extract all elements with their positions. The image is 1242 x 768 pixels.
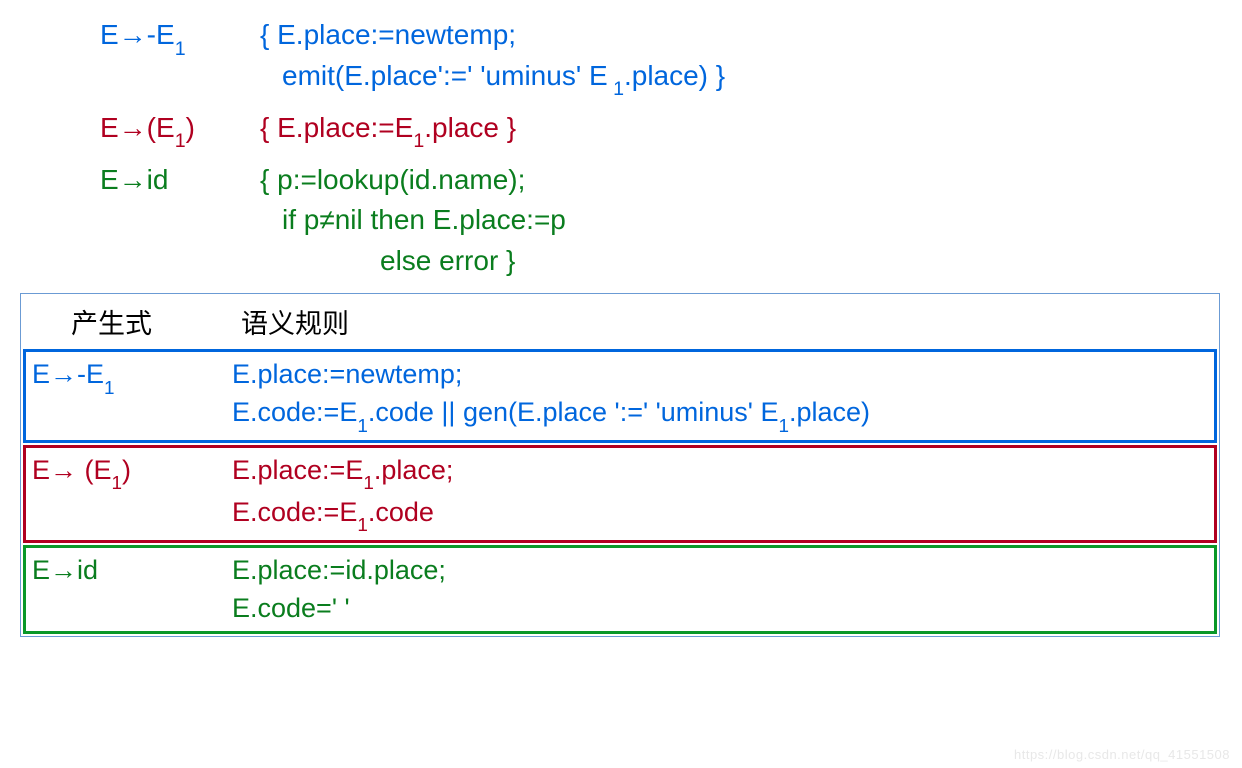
table-row-2-line-2: E.code:=E1.code <box>232 494 1208 536</box>
top-rules-section: E→-E1 { E.place:=newtemp; emit(E.place':… <box>20 10 1222 281</box>
table-row-3-line-1: E.place:=id.place; <box>232 552 1208 590</box>
rule-1-rhs-line-1: { E.place:=newtemp; <box>260 15 1222 56</box>
rule-3-rhs-line-1: { p:=lookup(id.name); <box>260 160 1222 201</box>
table-header-row: 产生式 语义规则 <box>21 294 1219 349</box>
table-row-1-production: E→-E1 <box>32 356 232 436</box>
rule-3-rhs-line-2: if p≠nil then E.place:=p <box>260 200 1222 241</box>
rule-2-lhs-sub: 1 <box>175 130 186 152</box>
table-row-2-line-1: E.place:=E1.place; <box>232 452 1208 494</box>
table-row-2-rules: E.place:=E1.place; E.code:=E1.code <box>232 452 1208 536</box>
table-row-2: E→ (E1) E.place:=E1.place; E.code:=E1.co… <box>23 445 1217 543</box>
semantic-rules-table: 产生式 语义规则 E→-E1 E.place:=newtemp; E.code:… <box>20 293 1220 637</box>
rule-3-lhs-text: E→id <box>100 164 168 195</box>
rule-2-lhs-text: E→(E <box>100 112 175 143</box>
table-header-semantic-rules: 语义规则 <box>231 302 349 341</box>
rule-1-lhs-text: E→-E <box>100 19 175 50</box>
rule-2-lhs: E→(E1) <box>100 108 260 152</box>
top-rule-3: E→id { p:=lookup(id.name); if p≠nil then… <box>100 160 1222 282</box>
table-row-3: E→id E.place:=id.place; E.code=' ' <box>23 545 1217 635</box>
rule-1-rhs-line-2: emit(E.place':=' 'uminus' E 1.place) } <box>260 56 1222 100</box>
rule-2-rhs-line-1: { E.place:=E1.place } <box>260 108 1222 152</box>
top-rule-2: E→(E1) { E.place:=E1.place } <box>100 108 1222 152</box>
rule-2-rhs: { E.place:=E1.place } <box>260 108 1222 152</box>
table-row-3-line-2: E.code=' ' <box>232 590 1208 628</box>
table-row-3-production: E→id <box>32 552 232 628</box>
table-row-2-production: E→ (E1) <box>32 452 232 536</box>
table-row-1-rules: E.place:=newtemp; E.code:=E1.code || gen… <box>232 356 1208 436</box>
rule-1-lhs: E→-E1 <box>100 15 260 59</box>
rule-1-rhs: { E.place:=newtemp; emit(E.place':=' 'um… <box>260 15 1222 100</box>
rule-2-lhs-suffix: ) <box>186 112 195 143</box>
table-row-1: E→-E1 E.place:=newtemp; E.code:=E1.code … <box>23 349 1217 443</box>
top-rule-1: E→-E1 { E.place:=newtemp; emit(E.place':… <box>100 15 1222 100</box>
rule-1-lhs-sub: 1 <box>175 38 186 60</box>
table-row-1-line-1: E.place:=newtemp; <box>232 356 1208 394</box>
rule-3-lhs: E→id <box>100 160 260 201</box>
table-row-1-line-2: E.code:=E1.code || gen(E.place ':=' 'umi… <box>232 394 1208 436</box>
table-header-productions: 产生式 <box>31 302 231 341</box>
table-row-3-rules: E.place:=id.place; E.code=' ' <box>232 552 1208 628</box>
watermark-text: https://blog.csdn.net/qq_41551508 <box>1014 747 1230 762</box>
rule-3-rhs-line-3: else error } <box>260 241 1222 282</box>
rule-3-rhs: { p:=lookup(id.name); if p≠nil then E.pl… <box>260 160 1222 282</box>
